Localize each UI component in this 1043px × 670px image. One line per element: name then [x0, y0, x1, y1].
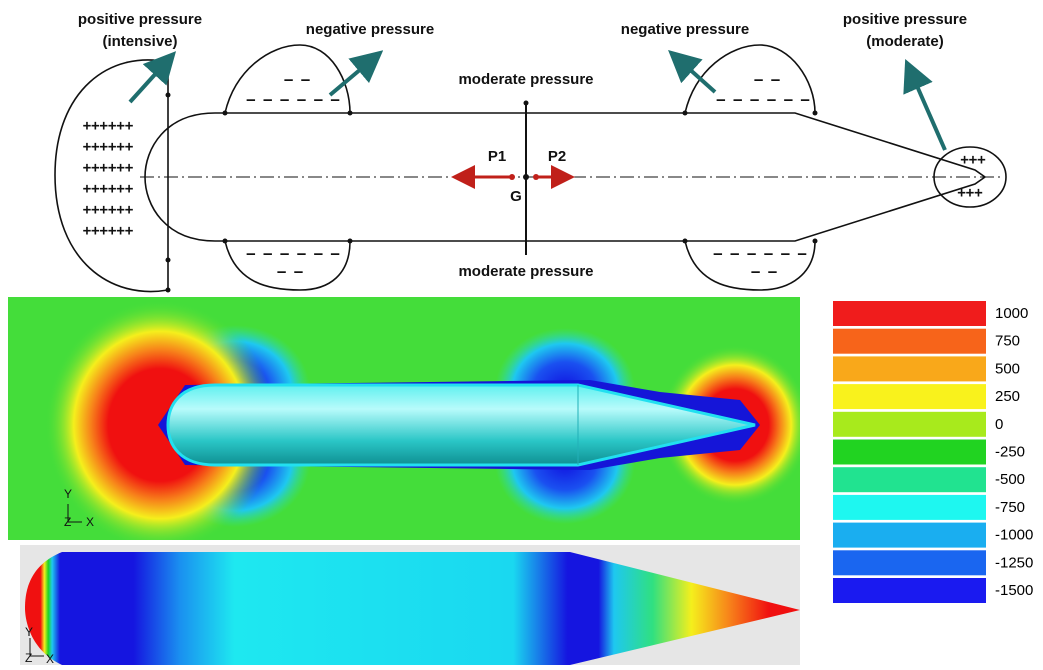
annotation: negative pressure	[306, 21, 434, 38]
annotation: (intensive)	[102, 33, 177, 50]
legend-swatch	[833, 495, 986, 520]
sign: ++++++	[83, 223, 134, 239]
legend-label: 750	[995, 333, 1020, 350]
annotation: moderate pressure	[458, 71, 593, 88]
sign: – –	[754, 72, 780, 88]
axis-label: X	[46, 652, 54, 666]
sign: – – – – – –	[714, 246, 807, 262]
legend-swatch	[833, 356, 986, 381]
sign: – – – – – –	[247, 246, 340, 262]
sign: – –	[751, 264, 777, 280]
legend-swatch	[833, 412, 986, 437]
legend-label: -1250	[995, 554, 1033, 571]
legend-label: -250	[995, 443, 1025, 460]
legend-label: 250	[995, 388, 1020, 405]
pressure-field	[8, 297, 810, 550]
legend-swatch	[833, 329, 986, 354]
annotation: positive pressure	[843, 11, 967, 28]
sign: – – – – – –	[717, 92, 810, 108]
legend-swatch	[833, 523, 986, 548]
point-label: P1	[488, 148, 506, 165]
legend-label: 0	[995, 416, 1003, 433]
annotation: positive pressure	[78, 11, 202, 28]
sign: ++++++	[83, 118, 134, 134]
legend-swatch	[833, 301, 986, 326]
annotation: (moderate)	[866, 33, 944, 50]
sign: +++	[957, 185, 982, 201]
axis-label: X	[86, 515, 94, 529]
annotation: negative pressure	[621, 21, 749, 38]
axis-label: Y	[25, 625, 33, 639]
sign: – – – – – –	[247, 92, 340, 108]
legend-label: -750	[995, 499, 1025, 516]
legend-swatch	[833, 384, 986, 409]
legend: 1000 750 500 250 0 -250 -500 -750 -1000 -1250 -150…	[830, 298, 1040, 608]
legend-swatch	[833, 467, 986, 492]
point-label: G	[510, 188, 522, 205]
sign: ++++++	[83, 139, 134, 155]
axis-label: Y	[64, 487, 72, 501]
legend-label: 1000	[995, 305, 1028, 322]
legend-label: -500	[995, 471, 1025, 488]
legend-swatch	[833, 578, 986, 603]
legend-label: -1000	[995, 527, 1033, 544]
legend-swatch	[833, 440, 986, 465]
figure: positive pressure (intensive) negative p…	[0, 0, 1043, 670]
sign: ++++++	[83, 202, 134, 218]
axis-label: Z	[64, 515, 71, 529]
front-signs: ++++++ ++++++ ++++++ ++++++ ++++++ ++++++	[83, 118, 134, 239]
legend-swatch	[833, 550, 986, 575]
sign: ++++++	[83, 181, 134, 197]
legend-label: -1500	[995, 582, 1033, 599]
legend-label: 500	[995, 360, 1020, 377]
sign: – –	[277, 264, 303, 280]
sign: ++++++	[83, 160, 134, 176]
point-label: P2	[548, 148, 566, 165]
sign: – –	[284, 72, 310, 88]
sign: +++	[960, 152, 985, 168]
annotation: moderate pressure	[458, 263, 593, 280]
axis-label: Z	[25, 651, 32, 665]
